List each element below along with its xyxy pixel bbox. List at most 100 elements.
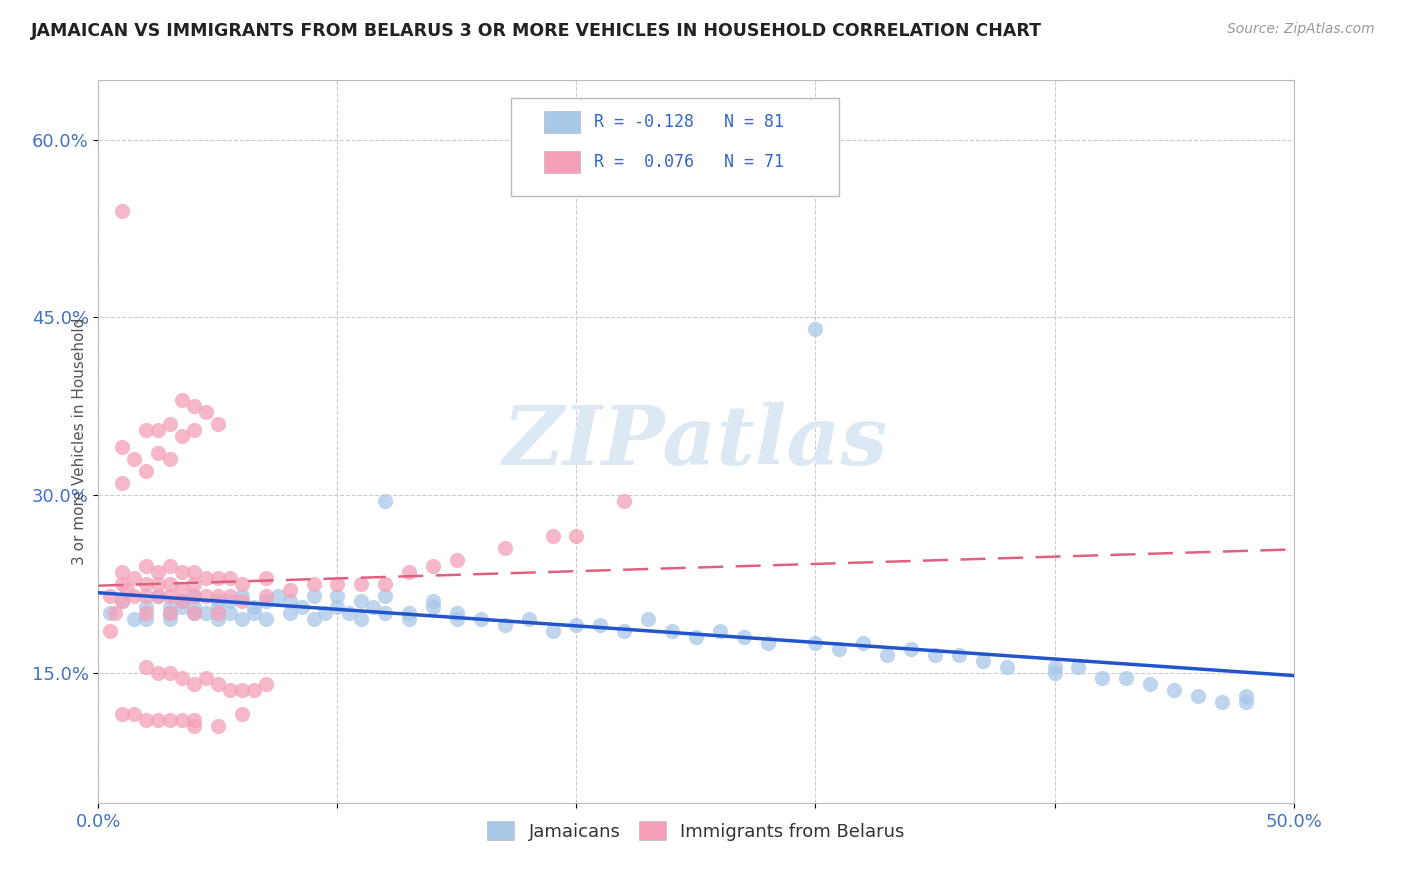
- Point: [172, 393, 194, 408]
- Point: [195, 672, 218, 686]
- Point: [565, 618, 588, 632]
- Point: [135, 558, 157, 573]
- Point: [1043, 665, 1066, 680]
- Point: [254, 594, 277, 608]
- Point: [183, 423, 205, 437]
- Point: [159, 452, 181, 467]
- Point: [183, 565, 205, 579]
- Point: [135, 576, 157, 591]
- Point: [374, 493, 396, 508]
- Point: [195, 589, 218, 603]
- Point: [207, 612, 229, 626]
- Point: [172, 428, 194, 442]
- Point: [541, 624, 564, 638]
- Point: [148, 446, 170, 460]
- Point: [1187, 689, 1209, 703]
- Bar: [544, 112, 581, 133]
- Point: [1043, 659, 1066, 673]
- Point: [98, 624, 122, 638]
- Point: [148, 576, 170, 591]
- Point: [398, 612, 420, 626]
- Point: [1091, 672, 1114, 686]
- Point: [661, 624, 683, 638]
- Point: [115, 582, 138, 597]
- Point: [159, 607, 181, 621]
- Point: [804, 322, 827, 336]
- Point: [254, 589, 277, 603]
- Point: [1115, 672, 1137, 686]
- Point: [183, 576, 205, 591]
- Point: [135, 612, 157, 626]
- Point: [278, 607, 301, 621]
- Point: [183, 399, 205, 413]
- Point: [948, 648, 970, 662]
- Point: [148, 589, 170, 603]
- Point: [685, 630, 707, 644]
- Point: [111, 594, 134, 608]
- Point: [291, 600, 314, 615]
- Point: [1211, 695, 1233, 709]
- Point: [183, 600, 205, 615]
- Point: [350, 576, 373, 591]
- Point: [219, 594, 242, 608]
- Point: [302, 576, 325, 591]
- Point: [172, 672, 194, 686]
- Point: [1234, 695, 1257, 709]
- Point: [254, 571, 277, 585]
- Point: [924, 648, 946, 662]
- Point: [124, 571, 146, 585]
- Point: [159, 558, 181, 573]
- Point: [231, 706, 253, 721]
- Text: ZIPatlas: ZIPatlas: [503, 401, 889, 482]
- Point: [172, 600, 194, 615]
- Point: [756, 636, 779, 650]
- Point: [278, 582, 301, 597]
- Point: [111, 576, 134, 591]
- Point: [995, 659, 1018, 673]
- Point: [278, 594, 301, 608]
- Text: R =  0.076   N = 71: R = 0.076 N = 71: [595, 153, 785, 171]
- Point: [254, 677, 277, 691]
- Point: [422, 594, 444, 608]
- Point: [231, 683, 253, 698]
- Point: [517, 612, 540, 626]
- Point: [148, 423, 170, 437]
- Point: [124, 612, 146, 626]
- Point: [183, 607, 205, 621]
- Point: [195, 607, 218, 621]
- Point: [243, 683, 266, 698]
- Point: [172, 565, 194, 579]
- Point: [124, 589, 146, 603]
- Point: [243, 600, 266, 615]
- Point: [733, 630, 755, 644]
- Point: [159, 576, 181, 591]
- Point: [135, 713, 157, 727]
- Point: [111, 475, 134, 490]
- Legend: Jamaicans, Immigrants from Belarus: Jamaicans, Immigrants from Belarus: [479, 814, 912, 848]
- FancyBboxPatch shape: [510, 98, 839, 196]
- Bar: [544, 151, 581, 173]
- Point: [350, 594, 373, 608]
- Point: [183, 589, 205, 603]
- Point: [111, 203, 134, 218]
- Point: [254, 612, 277, 626]
- Point: [135, 659, 157, 673]
- Point: [398, 565, 420, 579]
- Point: [326, 576, 349, 591]
- Point: [124, 452, 146, 467]
- Point: [159, 665, 181, 680]
- Point: [135, 589, 157, 603]
- Point: [172, 594, 194, 608]
- Point: [183, 589, 205, 603]
- Point: [613, 493, 636, 508]
- Point: [972, 654, 994, 668]
- Point: [159, 417, 181, 431]
- Point: [374, 576, 396, 591]
- Point: [183, 677, 205, 691]
- Point: [148, 589, 170, 603]
- Point: [422, 600, 444, 615]
- Point: [900, 641, 922, 656]
- Point: [219, 571, 242, 585]
- Point: [828, 641, 851, 656]
- Point: [159, 607, 181, 621]
